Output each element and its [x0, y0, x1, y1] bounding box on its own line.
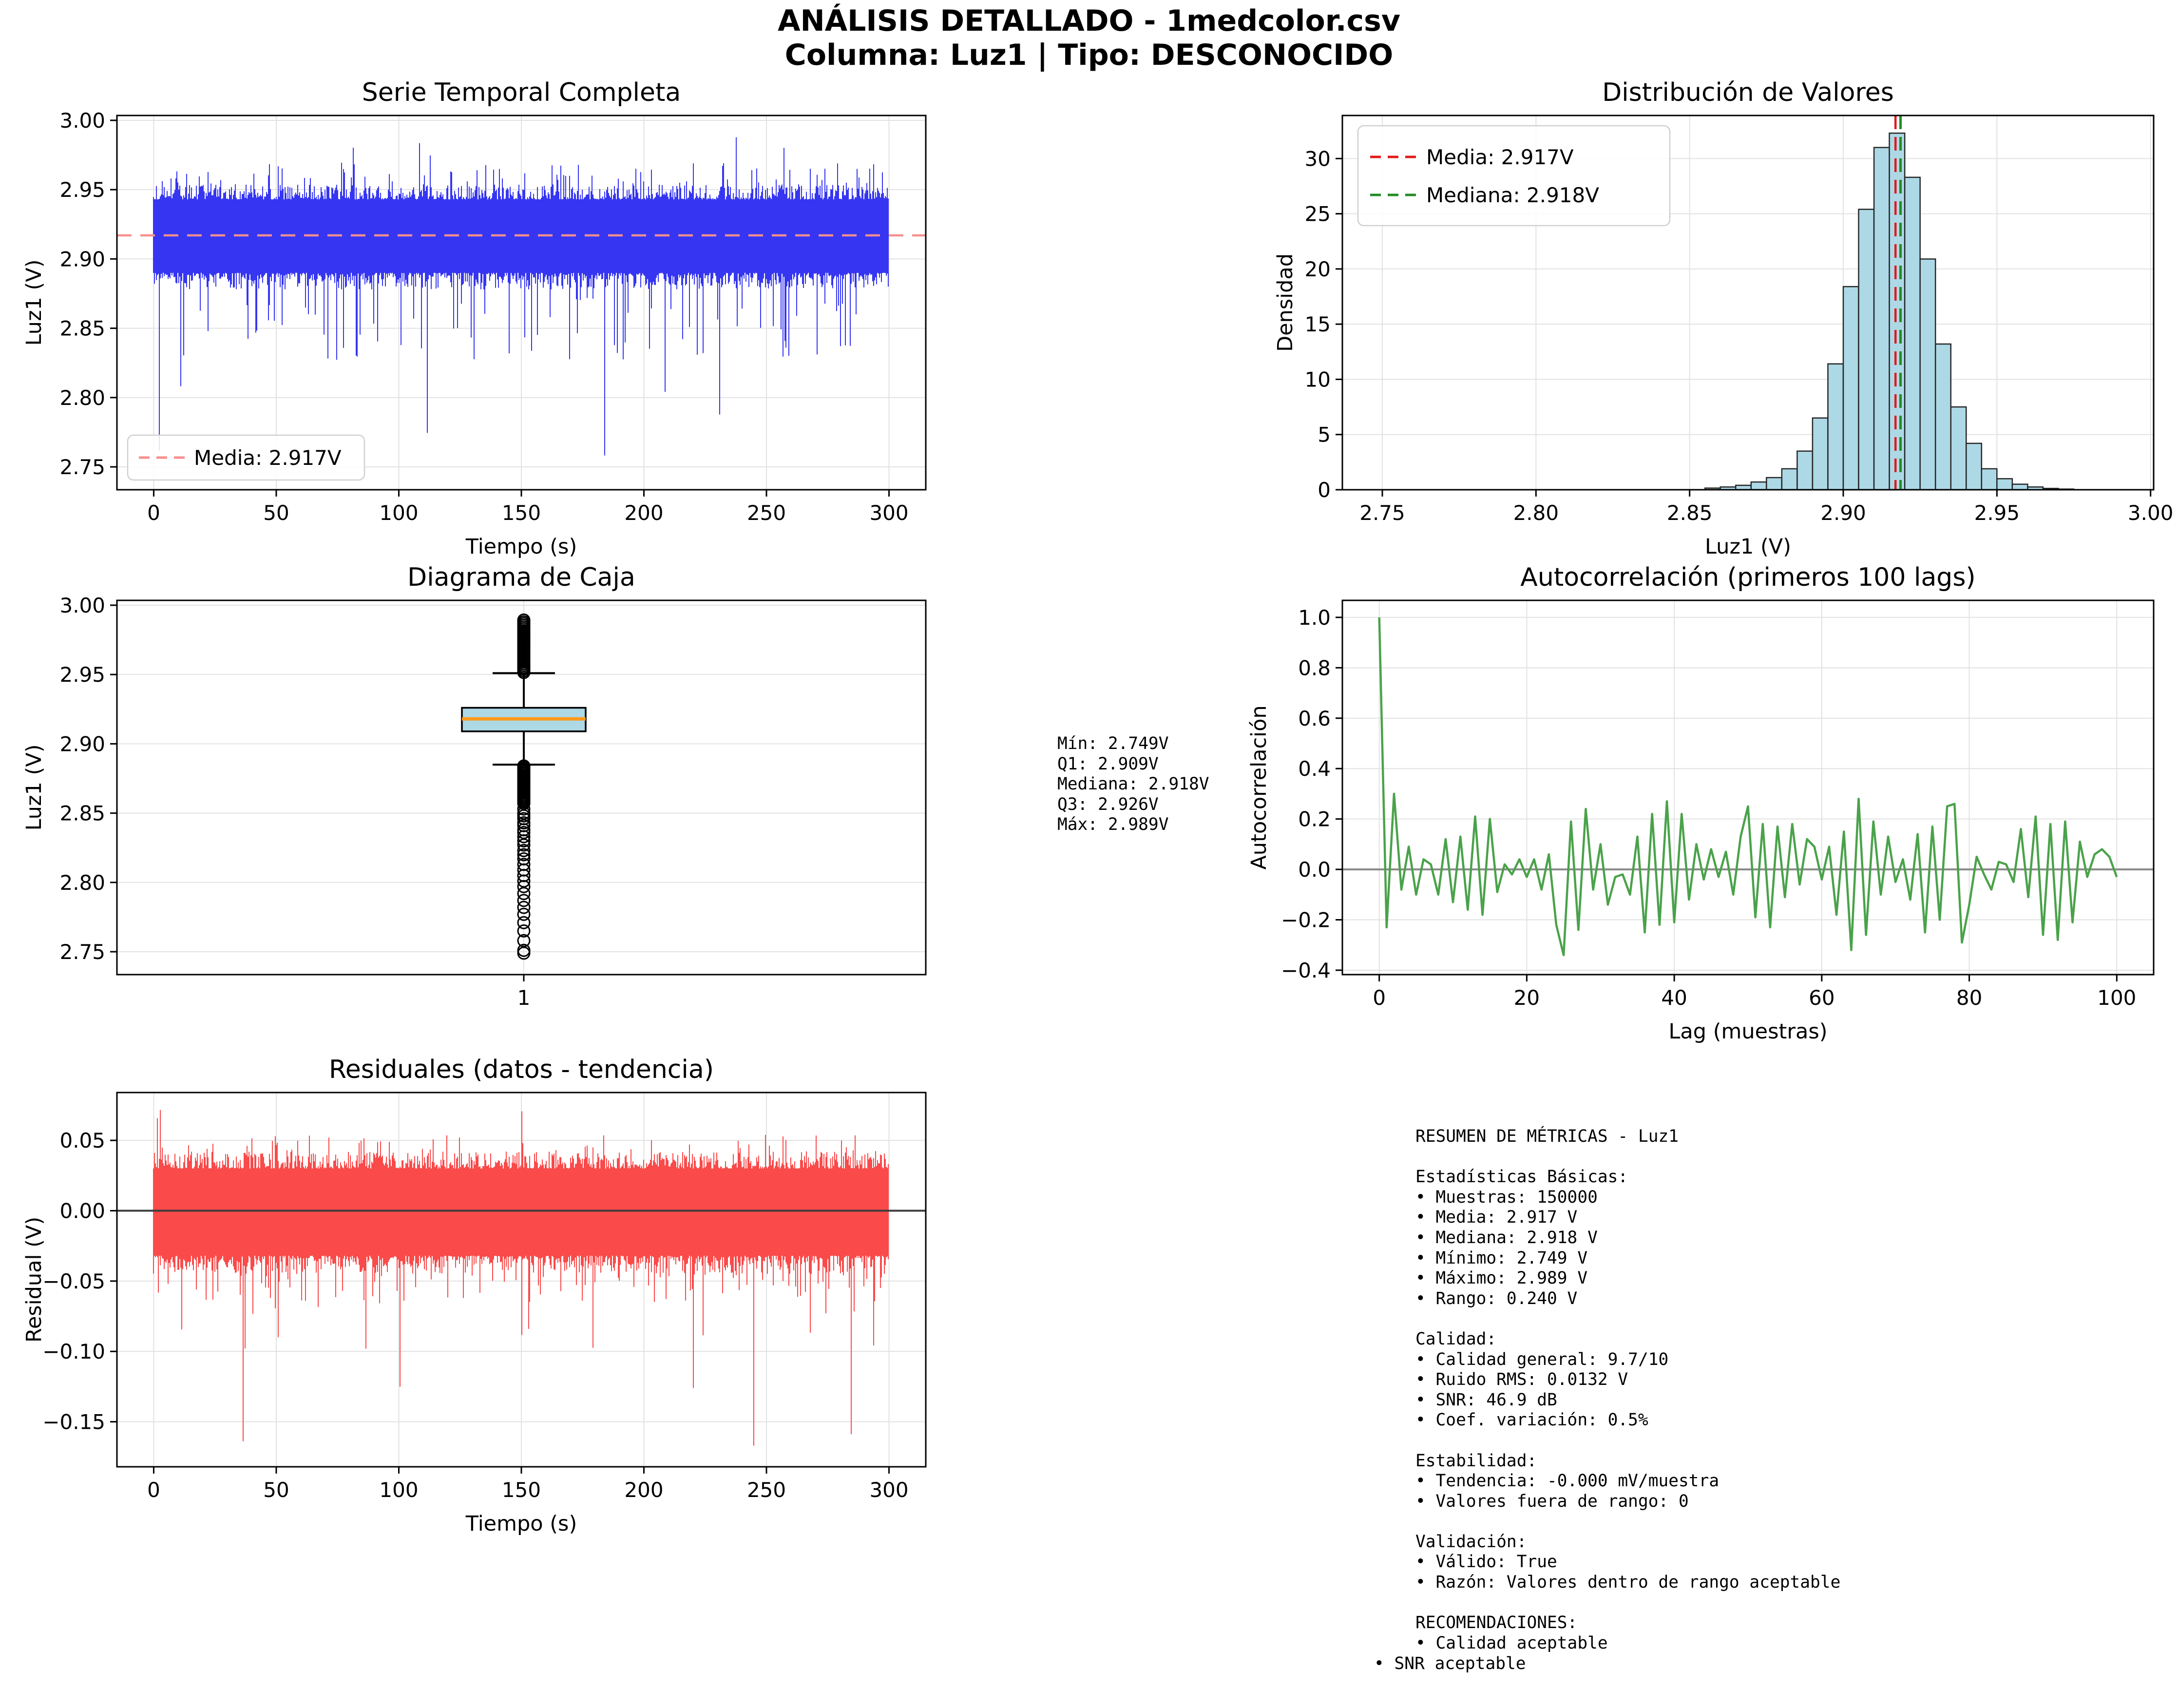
svg-text:−0.2: −0.2: [1281, 908, 1331, 932]
svg-text:25: 25: [1305, 202, 1331, 226]
svg-text:10: 10: [1305, 367, 1331, 391]
boxplot-stats-text: Mín: 2.749V Q1: 2.909V Mediana: 2.918V Q…: [1057, 734, 1209, 835]
svg-text:150: 150: [502, 1478, 541, 1502]
svg-text:0.6: 0.6: [1298, 707, 1331, 730]
panel-residuals-chart: 0 50 100 150 200 250 300 0.05 0.00 −0.05 −0.10 −0.1…: [22, 1055, 927, 1536]
svg-text:2.90: 2.90: [59, 247, 105, 271]
svg-text:−0.10: −0.10: [42, 1340, 105, 1363]
svg-text:3.00: 3.00: [59, 109, 105, 133]
svg-text:200: 200: [624, 501, 663, 525]
svg-text:2.80: 2.80: [59, 386, 105, 410]
svg-text:5: 5: [1318, 423, 1331, 447]
svg-text:15: 15: [1305, 312, 1331, 336]
figure-title-line1: ANÁLISIS DETALLADO - 1medcolor.csv: [778, 4, 1400, 38]
svg-text:100: 100: [379, 1478, 418, 1502]
svg-text:Residual (V): Residual (V): [22, 1217, 46, 1343]
svg-text:Diagrama de Caja: Diagrama de Caja: [407, 563, 635, 592]
svg-text:300: 300: [869, 1478, 908, 1502]
svg-text:1.0: 1.0: [1298, 606, 1331, 630]
svg-text:Serie Temporal Completa: Serie Temporal Completa: [362, 78, 681, 107]
svg-text:2.95: 2.95: [59, 178, 105, 202]
svg-text:Tiempo (s): Tiempo (s): [465, 535, 577, 559]
svg-text:1: 1: [517, 986, 531, 1010]
svg-text:2.80: 2.80: [59, 871, 105, 895]
svg-text:−0.4: −0.4: [1281, 959, 1331, 982]
svg-text:0.0: 0.0: [1298, 858, 1331, 882]
panel-boxplot-chart: 1 2.75 2.80 2.85 2.90 2.95 3.00 Diagrama de Caj…: [22, 563, 927, 1010]
svg-text:0.8: 0.8: [1298, 656, 1331, 680]
svg-text:50: 50: [263, 1478, 289, 1502]
svg-text:40: 40: [1661, 986, 1687, 1010]
svg-text:250: 250: [747, 501, 786, 525]
svg-text:250: 250: [747, 1478, 786, 1502]
svg-text:100: 100: [379, 501, 418, 525]
svg-text:0: 0: [147, 501, 160, 525]
svg-text:−0.05: −0.05: [42, 1269, 105, 1293]
svg-text:Mediana: 2.918V: Mediana: 2.918V: [1426, 183, 1599, 207]
svg-text:0.00: 0.00: [59, 1199, 105, 1223]
svg-text:200: 200: [624, 1478, 663, 1502]
svg-text:150: 150: [502, 501, 541, 525]
panel-autocorrelation-chart: 0 20 40 60 80 100 −0.4 −0.2 0.0 0.2 0.4 0.6 0.8 1.0 Au…: [1247, 563, 2155, 1044]
svg-text:Densidad: Densidad: [1273, 253, 1298, 352]
svg-text:2.85: 2.85: [1667, 501, 1713, 525]
metrics-summary-text: RESUMEN DE MÉTRICAS - Luz1 Estadísticas …: [1415, 1127, 1841, 1653]
svg-text:30: 30: [1305, 147, 1331, 171]
svg-text:2.75: 2.75: [1359, 501, 1405, 525]
svg-text:2.85: 2.85: [59, 802, 105, 825]
svg-text:50: 50: [263, 501, 289, 525]
figure-title: ANÁLISIS DETALLADO - 1medcolor.csv Colum…: [0, 4, 2178, 72]
svg-text:Media: 2.917V: Media: 2.917V: [1426, 145, 1574, 169]
panel-histogram-chart: 2.75 2.80 2.85 2.90 2.95 3.00 0 5 10 15 20 25 30 Dist…: [1273, 78, 2173, 559]
svg-text:2.95: 2.95: [59, 663, 105, 687]
svg-text:0.05: 0.05: [59, 1129, 105, 1152]
metrics-last-line: • SNR aceptable: [1374, 1654, 1526, 1673]
svg-text:80: 80: [1956, 986, 1982, 1010]
svg-text:2.75: 2.75: [59, 455, 105, 479]
svg-text:2.90: 2.90: [1820, 501, 1866, 525]
svg-text:60: 60: [1809, 986, 1834, 1010]
svg-text:0.2: 0.2: [1298, 807, 1331, 831]
svg-text:3.00: 3.00: [59, 594, 105, 617]
svg-text:0.4: 0.4: [1298, 757, 1331, 781]
svg-text:3.00: 3.00: [2128, 501, 2174, 525]
svg-text:Autocorrelación (primeros 100: Autocorrelación (primeros 100 lags): [1520, 563, 1975, 592]
panel-timeseries-chart: 0 50 100 150 200 250 300 2.75 2.80 2.85 2.90 2.95 3.…: [22, 78, 927, 559]
svg-text:Media: 2.917V: Media: 2.917V: [194, 446, 342, 470]
svg-text:Luz1 (V): Luz1 (V): [22, 259, 46, 345]
svg-text:20: 20: [1514, 986, 1540, 1010]
svg-text:Lag (muestras): Lag (muestras): [1668, 1019, 1827, 1044]
svg-text:0: 0: [1373, 986, 1386, 1010]
svg-text:2.95: 2.95: [1974, 501, 2020, 525]
svg-text:−0.15: −0.15: [42, 1410, 105, 1434]
svg-text:Distribución de Valores: Distribución de Valores: [1602, 78, 1894, 107]
figure-title-line2: Columna: Luz1 | Tipo: DESCONOCIDO: [784, 38, 1394, 72]
svg-text:0: 0: [1318, 478, 1331, 502]
svg-text:Luz1 (V): Luz1 (V): [22, 744, 46, 830]
svg-text:Tiempo (s): Tiempo (s): [465, 1512, 577, 1536]
svg-text:2.85: 2.85: [59, 317, 105, 341]
svg-text:300: 300: [869, 501, 908, 525]
svg-text:2.90: 2.90: [59, 732, 105, 756]
svg-text:2.80: 2.80: [1513, 501, 1559, 525]
svg-text:100: 100: [2097, 986, 2136, 1010]
svg-text:Luz1 (V): Luz1 (V): [1705, 535, 1791, 559]
svg-text:Residuales (datos - tendencia): Residuales (datos - tendencia): [329, 1055, 714, 1084]
svg-text:20: 20: [1305, 257, 1331, 281]
svg-text:Autocorrelación: Autocorrelación: [1247, 705, 1271, 869]
svg-text:0: 0: [147, 1478, 160, 1502]
svg-text:2.75: 2.75: [59, 940, 105, 964]
